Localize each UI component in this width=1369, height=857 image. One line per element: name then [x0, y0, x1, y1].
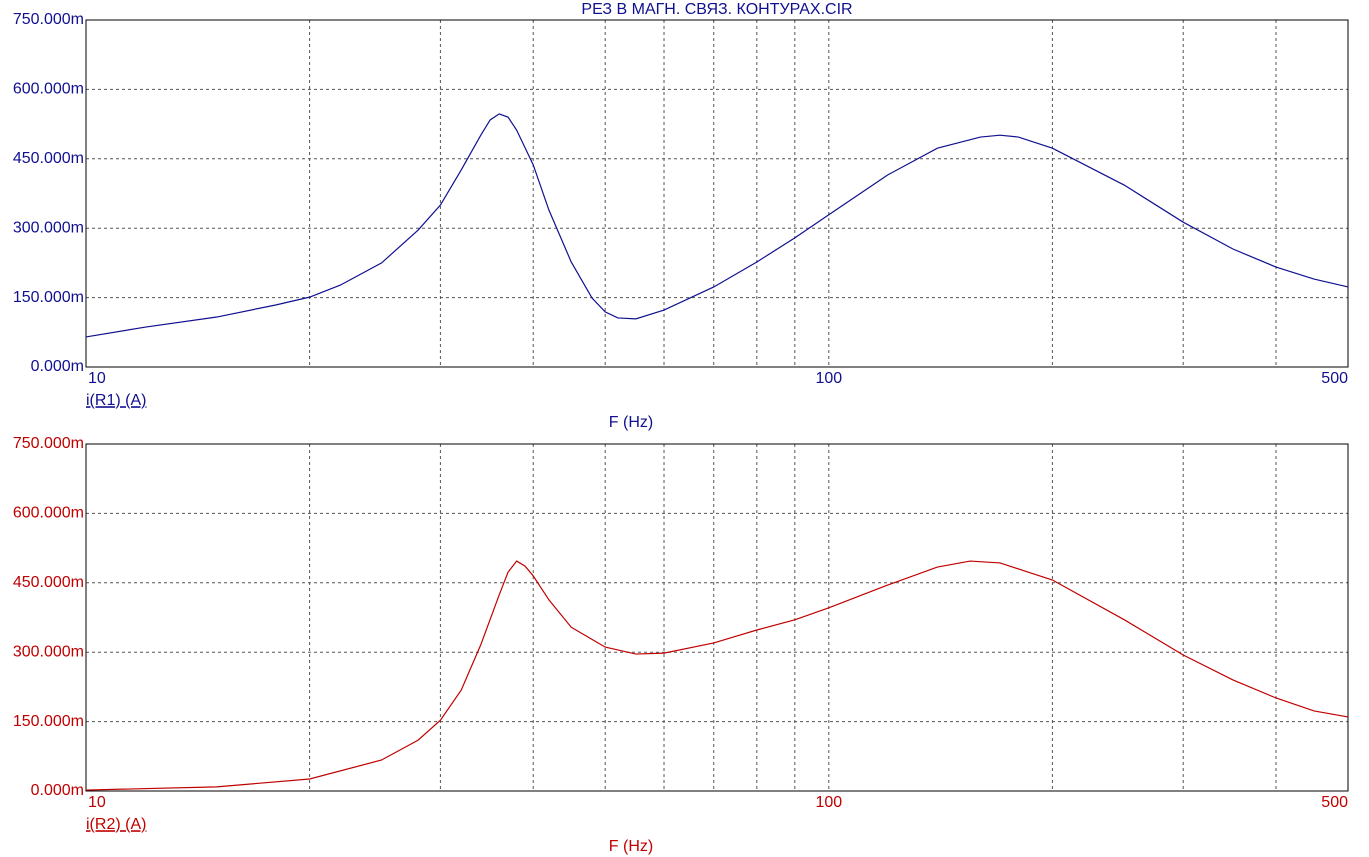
- y-tick-label: 300.000m: [13, 219, 84, 236]
- y-tick-label: 300.000m: [13, 643, 84, 660]
- x-tick-label: 100: [815, 370, 842, 387]
- x-tick-label: 500: [1321, 794, 1348, 811]
- series-line: [85, 560, 1349, 791]
- y-tick-label: 600.000m: [13, 505, 84, 522]
- y-tick-label: 0.000m: [31, 358, 84, 375]
- x-axis-label: F (Hz): [609, 838, 653, 855]
- series-line: [85, 113, 1349, 338]
- y-tick-label: 150.000m: [13, 289, 84, 306]
- y-tick-label: 450.000m: [13, 150, 84, 167]
- y-tick-label: 750.000m: [13, 435, 84, 452]
- legend-label: i(R2) (A): [86, 816, 146, 833]
- y-tick-label: 450.000m: [13, 574, 84, 591]
- legend-label: i(R1) (A): [86, 392, 146, 409]
- x-tick-label: 10: [88, 794, 106, 811]
- y-tick-label: 750.000m: [13, 11, 84, 28]
- y-tick-label: 150.000m: [13, 713, 84, 730]
- y-tick-label: 0.000m: [31, 782, 84, 799]
- x-tick-label: 100: [815, 794, 842, 811]
- x-tick-label: 500: [1321, 370, 1348, 387]
- plot-frame: [85, 443, 1349, 792]
- chart-title: РЕЗ В МАГН. СВЯЗ. КОНТУРАХ.CIR: [581, 1, 852, 18]
- y-tick-label: 600.000m: [13, 81, 84, 98]
- plot-frame: [85, 19, 1349, 368]
- x-axis-label: F (Hz): [609, 414, 653, 431]
- x-tick-label: 10: [88, 370, 106, 387]
